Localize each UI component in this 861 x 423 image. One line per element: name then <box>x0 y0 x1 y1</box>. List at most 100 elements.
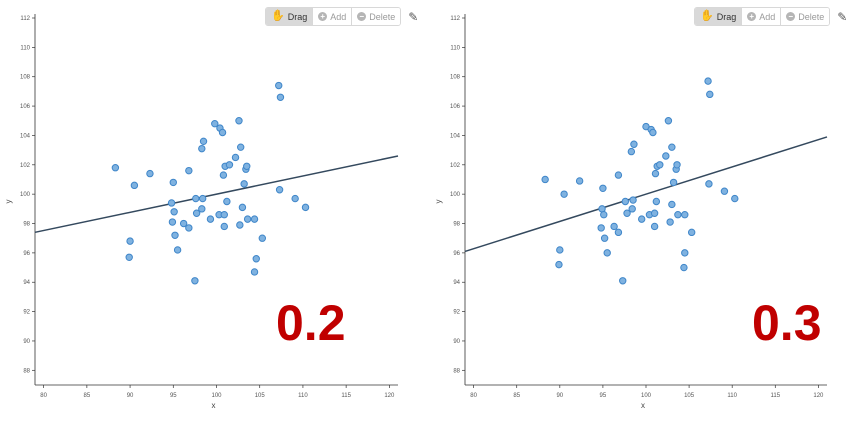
data-point[interactable] <box>614 228 623 237</box>
data-point[interactable] <box>126 237 134 245</box>
data-point[interactable] <box>666 218 674 226</box>
data-point[interactable] <box>231 153 240 162</box>
data-point[interactable] <box>130 181 139 190</box>
data-point[interactable] <box>198 144 206 153</box>
data-point[interactable] <box>664 117 673 125</box>
data-point[interactable] <box>629 196 637 204</box>
add-button[interactable]: + Add <box>313 8 353 25</box>
data-point[interactable] <box>238 203 247 212</box>
data-point[interactable] <box>668 143 676 151</box>
data-point[interactable] <box>681 211 689 219</box>
data-point[interactable] <box>599 184 607 192</box>
data-point[interactable] <box>637 215 646 223</box>
data-point[interactable] <box>220 222 228 231</box>
data-point[interactable] <box>167 199 176 207</box>
data-point[interactable] <box>704 77 712 85</box>
data-point[interactable] <box>687 228 696 237</box>
regression-line[interactable] <box>464 136 828 253</box>
data-point[interactable] <box>171 231 179 239</box>
data-point[interactable] <box>650 222 659 231</box>
data-point[interactable] <box>206 215 215 223</box>
data-point[interactable] <box>275 186 284 194</box>
data-point[interactable] <box>680 263 688 272</box>
data-point[interactable] <box>555 260 563 269</box>
data-point[interactable] <box>218 128 227 137</box>
data-point[interactable] <box>560 190 568 198</box>
data-point[interactable] <box>652 197 661 206</box>
data-point[interactable] <box>291 194 299 203</box>
drag-button[interactable]: ✋ Drag <box>695 8 743 25</box>
pencil-icon[interactable]: ✎ <box>408 9 419 24</box>
data-point[interactable] <box>706 90 714 99</box>
data-point[interactable] <box>185 166 193 175</box>
data-point[interactable] <box>649 128 657 137</box>
data-point[interactable] <box>731 194 739 203</box>
data-point[interactable] <box>541 175 549 184</box>
drag-button[interactable]: ✋ Drag <box>266 8 314 25</box>
data-point[interactable] <box>614 171 623 179</box>
data-point[interactable] <box>199 137 208 146</box>
data-point[interactable] <box>220 211 228 219</box>
data-point[interactable] <box>168 218 177 226</box>
data-point[interactable] <box>621 197 630 206</box>
data-point[interactable] <box>623 209 631 217</box>
data-point[interactable] <box>674 211 682 219</box>
data-point[interactable] <box>656 161 664 169</box>
data-point[interactable] <box>603 249 611 257</box>
data-point[interactable] <box>170 208 178 216</box>
data-point[interactable] <box>276 93 285 101</box>
data-point[interactable] <box>125 253 133 261</box>
data-point[interactable] <box>240 180 248 188</box>
data-point[interactable] <box>250 268 259 276</box>
data-point[interactable] <box>669 178 678 187</box>
data-point[interactable] <box>198 205 206 213</box>
data-point[interactable] <box>211 119 219 128</box>
data-point[interactable] <box>252 255 260 263</box>
data-point[interactable] <box>275 81 283 90</box>
data-point[interactable] <box>720 187 729 195</box>
data-point[interactable] <box>597 224 605 232</box>
data-point[interactable] <box>111 164 120 172</box>
data-point[interactable] <box>235 117 243 125</box>
data-point[interactable] <box>219 171 228 179</box>
data-point[interactable] <box>192 194 200 203</box>
data-point[interactable] <box>169 178 177 187</box>
data-point[interactable] <box>223 197 231 206</box>
data-point[interactable] <box>243 215 252 223</box>
data-point[interactable] <box>225 161 234 169</box>
data-point[interactable] <box>650 209 659 217</box>
data-point[interactable] <box>651 169 660 178</box>
data-point[interactable] <box>146 169 154 178</box>
data-point[interactable] <box>600 211 608 219</box>
data-point[interactable] <box>628 205 636 213</box>
data-point[interactable] <box>673 161 681 169</box>
data-point[interactable] <box>630 140 638 148</box>
delete-button[interactable]: − Delete <box>352 8 401 25</box>
data-point[interactable] <box>662 152 670 160</box>
data-point[interactable] <box>600 234 609 242</box>
add-button[interactable]: + Add <box>742 8 782 25</box>
data-point[interactable] <box>237 143 245 151</box>
data-point[interactable] <box>258 234 267 242</box>
data-point[interactable] <box>627 147 636 156</box>
data-point[interactable] <box>681 249 689 257</box>
data-point[interactable] <box>198 194 207 203</box>
data-point[interactable] <box>610 222 618 231</box>
data-point[interactable] <box>191 277 199 285</box>
data-point[interactable] <box>179 219 188 228</box>
data-point[interactable] <box>243 162 251 170</box>
data-point[interactable] <box>192 209 201 217</box>
data-point[interactable] <box>668 200 676 209</box>
data-point[interactable] <box>705 180 713 188</box>
data-point[interactable] <box>619 277 627 285</box>
delete-button[interactable]: − Delete <box>781 8 830 25</box>
regression-line[interactable] <box>34 155 399 234</box>
pencil-icon[interactable]: ✎ <box>837 9 848 24</box>
data-point[interactable] <box>236 221 244 229</box>
data-point[interactable] <box>250 215 259 223</box>
data-point[interactable] <box>575 177 584 185</box>
data-point[interactable] <box>556 246 564 254</box>
data-point[interactable] <box>301 203 310 212</box>
data-point[interactable] <box>173 246 182 254</box>
data-point[interactable] <box>185 224 193 232</box>
